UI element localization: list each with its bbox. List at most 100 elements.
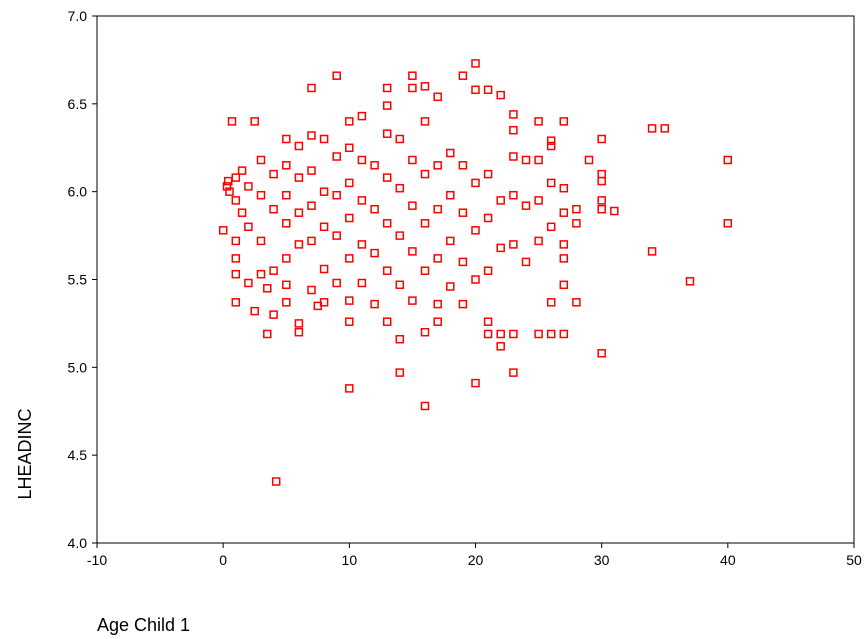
scatter-point: [597, 349, 606, 358]
scatter-point: [458, 257, 468, 267]
scatter-point: [471, 178, 480, 188]
scatter-point: [597, 204, 606, 214]
scatter-point: [250, 306, 259, 316]
scatter-point: [332, 231, 341, 240]
scatter-point: [433, 317, 442, 326]
scatter-point: [282, 219, 291, 228]
scatter-point: [345, 213, 354, 223]
scatter-point: [584, 155, 594, 165]
scatter-point: [382, 173, 392, 182]
scatter-point: [546, 141, 556, 151]
scatter-point: [256, 155, 266, 165]
scatter-point: [559, 280, 569, 290]
x-tick-label: -10: [87, 552, 107, 568]
scatter-point: [408, 201, 417, 210]
scatter-point: [433, 161, 442, 170]
scatter-point: [534, 155, 543, 165]
scatter-point: [231, 254, 241, 263]
scatter-point: [282, 161, 291, 170]
scatter-point: [395, 334, 405, 344]
scatter-point: [408, 296, 417, 305]
scatter-point: [357, 155, 367, 165]
scatter-point: [256, 236, 266, 246]
x-axis-ticks: -10 0 10 20 30 40 50: [87, 543, 862, 568]
scatter-point: [294, 319, 304, 328]
scatter-point: [723, 219, 733, 228]
scatter-point: [660, 124, 670, 133]
x-tick-label: 10: [342, 552, 358, 568]
scatter-point: [282, 134, 291, 144]
scatter-point: [269, 310, 278, 319]
scatter-point: [319, 264, 329, 274]
scatter-point: [446, 148, 455, 158]
scatter-point: [509, 368, 518, 377]
scatter-point: [483, 317, 493, 326]
scatter-point: [370, 161, 379, 170]
scatter-point: [269, 266, 278, 275]
scatter-point: [382, 266, 392, 275]
scatter-point: [458, 299, 468, 309]
scatter-point: [420, 82, 430, 91]
scatter-point: [294, 208, 304, 217]
y-tick-label: 5.0: [68, 359, 88, 375]
scatter-point: [483, 329, 493, 339]
x-tick-label: 30: [594, 552, 610, 568]
scatter-point: [559, 208, 569, 217]
scatter-point: [357, 240, 367, 249]
scatter-point: [521, 155, 531, 165]
scatter-point: [408, 83, 417, 93]
scatter-point: [319, 222, 329, 232]
y-tick-label: 4.5: [68, 447, 88, 463]
scatter-point: [546, 298, 556, 307]
scatter-point: [420, 266, 430, 275]
scatter-point: [534, 117, 543, 126]
scatter-point: [458, 208, 468, 217]
scatter-point: [433, 204, 442, 214]
scatter-point: [222, 182, 232, 191]
scatter-point: [332, 152, 341, 161]
x-tick-label: 20: [468, 552, 484, 568]
y-tick-label: 5.5: [68, 272, 88, 288]
scatter-point: [382, 129, 392, 138]
scatter-point: [458, 161, 468, 170]
scatter-point: [382, 101, 392, 110]
scatter-point: [357, 111, 367, 121]
scatter-point: [546, 136, 556, 145]
scatter-point: [420, 401, 430, 411]
x-tick-label: 40: [720, 552, 736, 568]
scatter-point: [231, 196, 241, 205]
scatter-point: [610, 206, 619, 216]
scatter-point: [420, 169, 430, 179]
scatter-point: [231, 173, 241, 182]
scatter-point: [382, 317, 392, 326]
scatter-point: [227, 117, 237, 126]
scatter-point: [271, 477, 281, 486]
scatter-point: [647, 247, 657, 256]
scatter-point: [496, 196, 505, 205]
scatter-point: [420, 327, 430, 337]
scatter-point: [382, 219, 392, 228]
scatter-point: [307, 166, 316, 175]
scatter-point: [345, 117, 354, 126]
scatter-point: [282, 280, 291, 290]
scatter-point: [263, 329, 272, 339]
y-tick-label: 7.0: [68, 8, 88, 24]
scatter-point: [319, 187, 329, 196]
scatter-point: [256, 190, 266, 200]
scatter-point: [382, 83, 392, 93]
scatter-point: [395, 368, 405, 377]
scatter-point: [231, 298, 241, 307]
scatter-point: [294, 327, 304, 337]
scatter-point: [370, 248, 379, 258]
scatter-point: [307, 83, 316, 93]
scatter-point: [509, 240, 518, 249]
scatter-point: [496, 329, 505, 339]
y-axis-ticks: 4.0 4.5 5.0 5.5 6.0 6.5 7.0: [68, 8, 97, 551]
y-tick-label: 6.5: [68, 96, 88, 112]
scatter-point: [395, 134, 405, 144]
scatter-point: [446, 282, 455, 291]
scatter-point: [307, 285, 316, 295]
scatter-point: [458, 71, 468, 80]
scatter-point: [345, 254, 354, 263]
scatter-point: [559, 117, 569, 126]
